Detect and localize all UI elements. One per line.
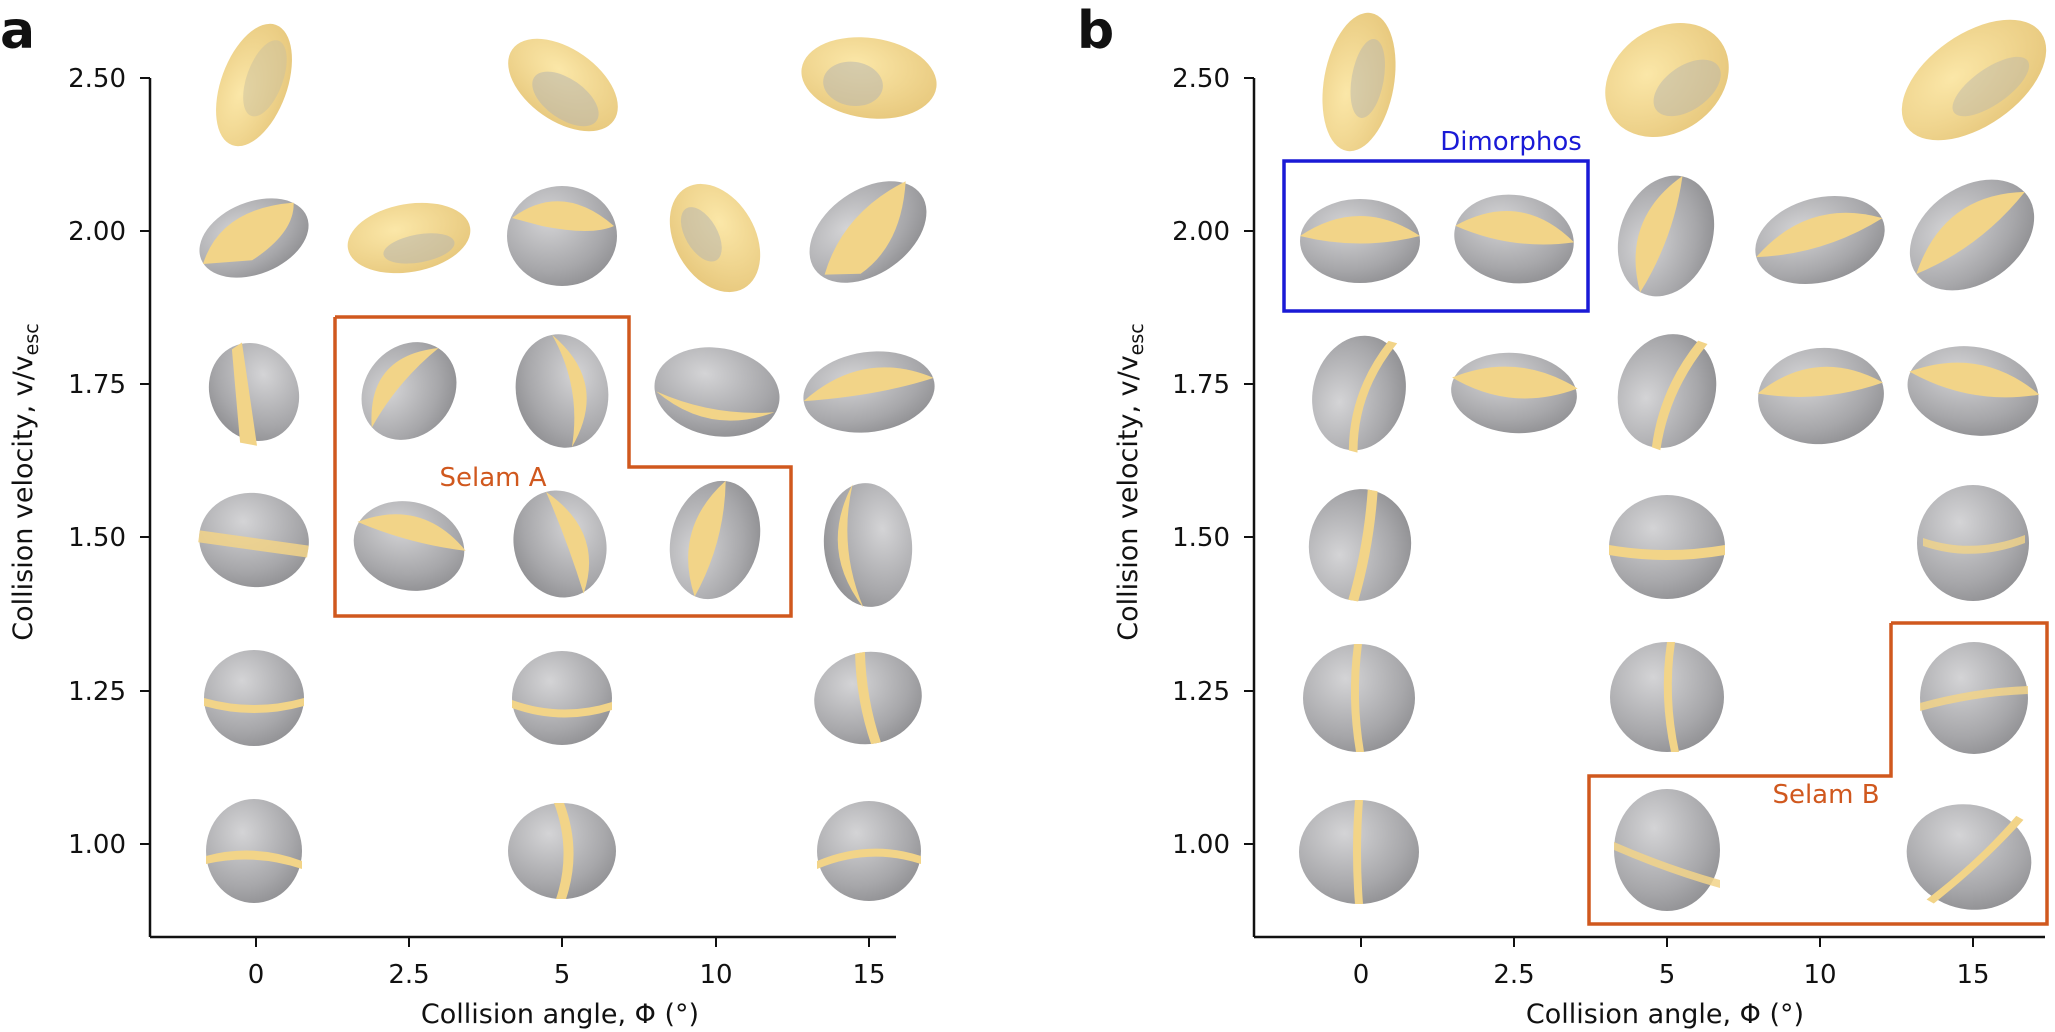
asteroid-icon — [809, 181, 927, 283]
y-tick-label: 1.75 — [68, 370, 126, 400]
asteroid-icon — [1614, 789, 1720, 911]
asteroid-icon — [1451, 352, 1578, 434]
x-tick-label: 10 — [699, 960, 732, 990]
asteroid-icon — [508, 38, 618, 132]
y-tick-label: 1.00 — [68, 830, 126, 860]
asteroid-icon — [817, 801, 921, 901]
x-ticks: 0 2.5 5 10 15 — [1353, 937, 1990, 990]
dimorphos-outline — [1282, 159, 1590, 313]
x-tick-label: 0 — [248, 960, 265, 990]
asteroid-icon — [1757, 347, 1884, 445]
y-tick-label: 2.50 — [68, 64, 126, 94]
x-tick-label: 15 — [1956, 960, 1989, 990]
asteroid-icon — [347, 202, 471, 274]
y-axis-label: Collision velocity, v/vesc — [1113, 323, 1148, 640]
asteroid-icon — [1312, 335, 1406, 453]
y-axis-label: Collision velocity, v/vesc — [8, 323, 43, 640]
asteroid-icon — [1308, 489, 1412, 602]
selam-a-outline — [333, 315, 793, 618]
asteroid-icon — [669, 480, 761, 600]
selam-b-outline — [1587, 621, 2049, 926]
asteroid-icon — [199, 198, 309, 278]
panel-b: b 1.00 1.25 1.50 1.75 2.00 2.50 0 2.5 5 — [1077, 1, 2049, 1030]
asteroid-icon — [1610, 642, 1724, 752]
asteroid-icon — [1617, 334, 1717, 451]
asteroid-icon — [1303, 644, 1415, 752]
selam-a-label: Selam A — [439, 463, 546, 493]
y-tick-label: 1.75 — [1172, 370, 1230, 400]
selam-b-label: Selam B — [1772, 780, 1879, 810]
asteroid-icon — [1906, 804, 2032, 910]
asteroid-icon — [814, 651, 922, 745]
asteroid-icon — [1322, 12, 1396, 152]
y-tick-label: 1.50 — [68, 523, 126, 553]
asteroid-icon — [206, 799, 302, 903]
x-tick-label: 2.5 — [388, 960, 429, 990]
panel-letter: a — [0, 1, 35, 61]
asteroid-icon — [1920, 642, 2028, 754]
x-ticks: 0 2.5 5 10 15 — [248, 937, 886, 990]
y-tick-label: 1.00 — [1172, 830, 1230, 860]
x-axis-label: Collision angle, Φ (°) — [1526, 999, 1804, 1030]
x-tick-label: 5 — [554, 960, 571, 990]
y-tick-label: 1.25 — [68, 677, 126, 707]
asteroid-icon — [1755, 195, 1885, 285]
asteroid-icon — [823, 483, 913, 608]
asteroid-icon — [512, 651, 612, 745]
x-tick-label: 0 — [1353, 960, 1370, 990]
panel-letter: b — [1077, 1, 1114, 61]
asteroid-icon — [1617, 175, 1715, 297]
y-tick-label: 1.25 — [1172, 677, 1230, 707]
x-axis-label: Collision angle, Φ (°) — [421, 999, 699, 1030]
x-tick-label: 2.5 — [1493, 960, 1534, 990]
asteroid-icon — [654, 347, 780, 437]
asteroid-icon — [1299, 800, 1419, 904]
asteroid-icon — [1907, 346, 2040, 436]
asteroid-icon — [1909, 179, 2035, 291]
asteroid-icon — [669, 183, 761, 293]
asteroid-icon — [507, 186, 617, 286]
y-ticks: 1.00 1.25 1.50 1.75 2.00 2.50 — [1172, 64, 1254, 860]
asteroid-icon — [1605, 23, 1729, 137]
y-ticks: 1.00 1.25 1.50 1.75 2.00 2.50 — [68, 64, 150, 860]
asteroid-icon — [801, 37, 937, 119]
x-tick-label: 15 — [852, 960, 885, 990]
asteroid-icon — [1454, 194, 1575, 284]
asteroid-icon — [1917, 485, 2029, 601]
asteroid-icon — [803, 351, 935, 433]
asteroid-icon — [1300, 199, 1420, 283]
asteroid-icon — [204, 650, 304, 746]
panel-a: a 1.00 1.25 1.50 1.75 2.00 2.50 0 — [0, 1, 937, 1030]
y-tick-label: 2.50 — [1172, 64, 1230, 94]
asteroid-icon — [353, 501, 466, 591]
x-tick-label: 10 — [1803, 960, 1836, 990]
asteroid-icon — [208, 342, 300, 446]
asteroid-icon — [361, 342, 457, 440]
asteroid-icon — [216, 23, 292, 147]
x-tick-label: 5 — [1659, 960, 1676, 990]
dimorphos-label: Dimorphos — [1440, 127, 1582, 157]
y-tick-label: 2.00 — [68, 217, 126, 247]
asteroid-icon — [513, 490, 607, 598]
asteroid-icon — [508, 803, 616, 899]
asteroid-grid-b — [1299, 12, 2047, 911]
y-tick-label: 1.50 — [1172, 523, 1230, 553]
asteroid-icon — [515, 334, 609, 448]
asteroid-icon — [1901, 19, 2047, 141]
asteroid-icon — [198, 492, 309, 588]
y-tick-label: 2.00 — [1172, 217, 1230, 247]
asteroid-icon — [1609, 495, 1725, 599]
asteroid-grid-a — [198, 23, 937, 903]
